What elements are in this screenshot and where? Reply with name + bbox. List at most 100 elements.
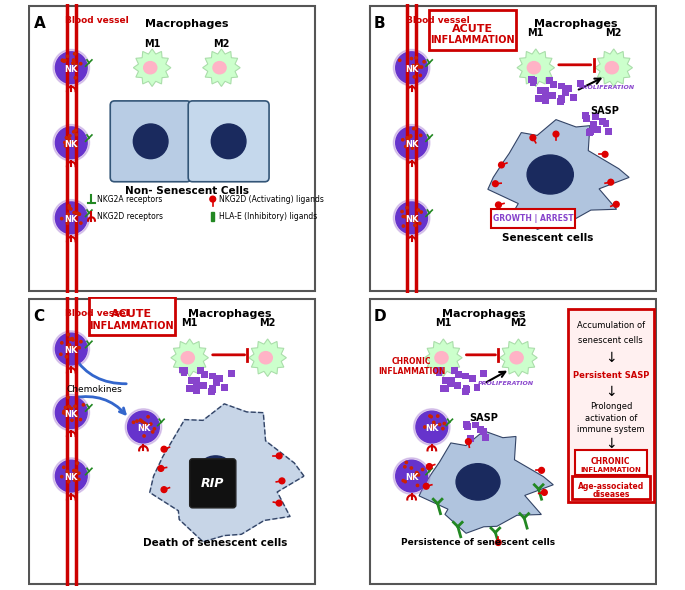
Circle shape <box>151 431 154 433</box>
Text: INFLAMMATION: INFLAMMATION <box>430 35 514 45</box>
Circle shape <box>401 139 404 141</box>
Circle shape <box>73 61 75 63</box>
Circle shape <box>419 74 421 77</box>
Circle shape <box>276 500 282 506</box>
Bar <box>582 113 589 119</box>
Bar <box>472 421 479 428</box>
Text: M2: M2 <box>606 28 622 38</box>
Circle shape <box>393 199 430 236</box>
Circle shape <box>60 218 63 219</box>
Bar <box>534 95 542 102</box>
Bar <box>201 371 208 378</box>
Circle shape <box>134 124 168 159</box>
Circle shape <box>613 201 619 207</box>
Circle shape <box>412 64 414 67</box>
Text: CHRONIC: CHRONIC <box>591 457 631 466</box>
Text: senescent cells: senescent cells <box>578 336 643 345</box>
Bar <box>469 375 475 382</box>
Circle shape <box>416 471 418 474</box>
Circle shape <box>416 64 419 66</box>
Circle shape <box>71 419 73 421</box>
Circle shape <box>417 474 420 476</box>
Polygon shape <box>171 339 208 376</box>
Circle shape <box>72 339 74 341</box>
Circle shape <box>79 418 82 421</box>
Circle shape <box>73 469 75 471</box>
Bar <box>213 379 220 386</box>
Circle shape <box>414 127 416 129</box>
Circle shape <box>79 222 82 224</box>
Text: M2: M2 <box>510 318 527 328</box>
Circle shape <box>493 181 498 186</box>
Circle shape <box>419 222 421 225</box>
Text: NK: NK <box>64 409 78 418</box>
Text: NK: NK <box>405 473 419 482</box>
Bar <box>482 434 489 441</box>
Circle shape <box>411 477 414 479</box>
Circle shape <box>142 427 145 429</box>
Circle shape <box>136 420 138 422</box>
Circle shape <box>396 460 427 492</box>
Text: NK: NK <box>405 140 419 149</box>
Circle shape <box>429 415 431 417</box>
Text: PROLIFERATION: PROLIFERATION <box>579 86 635 90</box>
Circle shape <box>416 484 419 487</box>
Circle shape <box>77 212 79 214</box>
Circle shape <box>74 77 77 79</box>
Circle shape <box>432 425 434 427</box>
Bar <box>442 385 449 392</box>
Circle shape <box>414 143 416 145</box>
Circle shape <box>158 466 164 471</box>
Circle shape <box>407 138 410 140</box>
Ellipse shape <box>606 61 619 74</box>
Circle shape <box>64 142 66 143</box>
Circle shape <box>67 481 70 483</box>
Text: Chemokines: Chemokines <box>66 385 122 394</box>
Circle shape <box>53 458 90 494</box>
Circle shape <box>72 62 74 64</box>
Bar <box>208 388 215 395</box>
Ellipse shape <box>213 61 226 74</box>
Circle shape <box>276 453 282 459</box>
Circle shape <box>414 474 416 476</box>
Circle shape <box>132 421 135 424</box>
Circle shape <box>66 470 69 473</box>
Bar <box>462 372 469 379</box>
Polygon shape <box>488 120 629 230</box>
Text: Blood vessel: Blood vessel <box>66 309 129 317</box>
Circle shape <box>73 479 75 481</box>
Text: INFLAMMATION: INFLAMMATION <box>580 467 641 473</box>
Bar <box>593 113 599 120</box>
Circle shape <box>79 63 82 65</box>
Polygon shape <box>150 404 304 542</box>
Circle shape <box>67 396 69 399</box>
Text: CHRONIC
INFLAMMATION: CHRONIC INFLAMMATION <box>378 357 445 376</box>
Circle shape <box>75 133 77 136</box>
Circle shape <box>530 135 536 140</box>
Circle shape <box>410 136 412 138</box>
Text: NK: NK <box>64 473 78 482</box>
Polygon shape <box>499 339 537 376</box>
Circle shape <box>74 405 76 408</box>
Bar <box>197 367 204 374</box>
Text: HLA-E (Inhibitory) ligands: HLA-E (Inhibitory) ligands <box>219 212 316 221</box>
FancyBboxPatch shape <box>568 309 654 502</box>
Bar <box>209 385 216 392</box>
Bar <box>473 384 480 391</box>
Circle shape <box>68 346 70 348</box>
Circle shape <box>73 211 75 214</box>
Bar <box>542 90 549 97</box>
Circle shape <box>401 211 403 212</box>
Bar <box>462 388 469 395</box>
Text: M1: M1 <box>144 39 160 49</box>
Circle shape <box>466 438 471 444</box>
Circle shape <box>68 138 70 140</box>
Circle shape <box>55 52 87 84</box>
Circle shape <box>402 215 404 218</box>
Text: Macrophages: Macrophages <box>188 309 272 319</box>
FancyBboxPatch shape <box>29 6 315 291</box>
Text: NK: NK <box>64 346 78 355</box>
Bar <box>436 367 443 374</box>
Text: ACUTE: ACUTE <box>451 24 493 34</box>
Circle shape <box>608 179 614 185</box>
